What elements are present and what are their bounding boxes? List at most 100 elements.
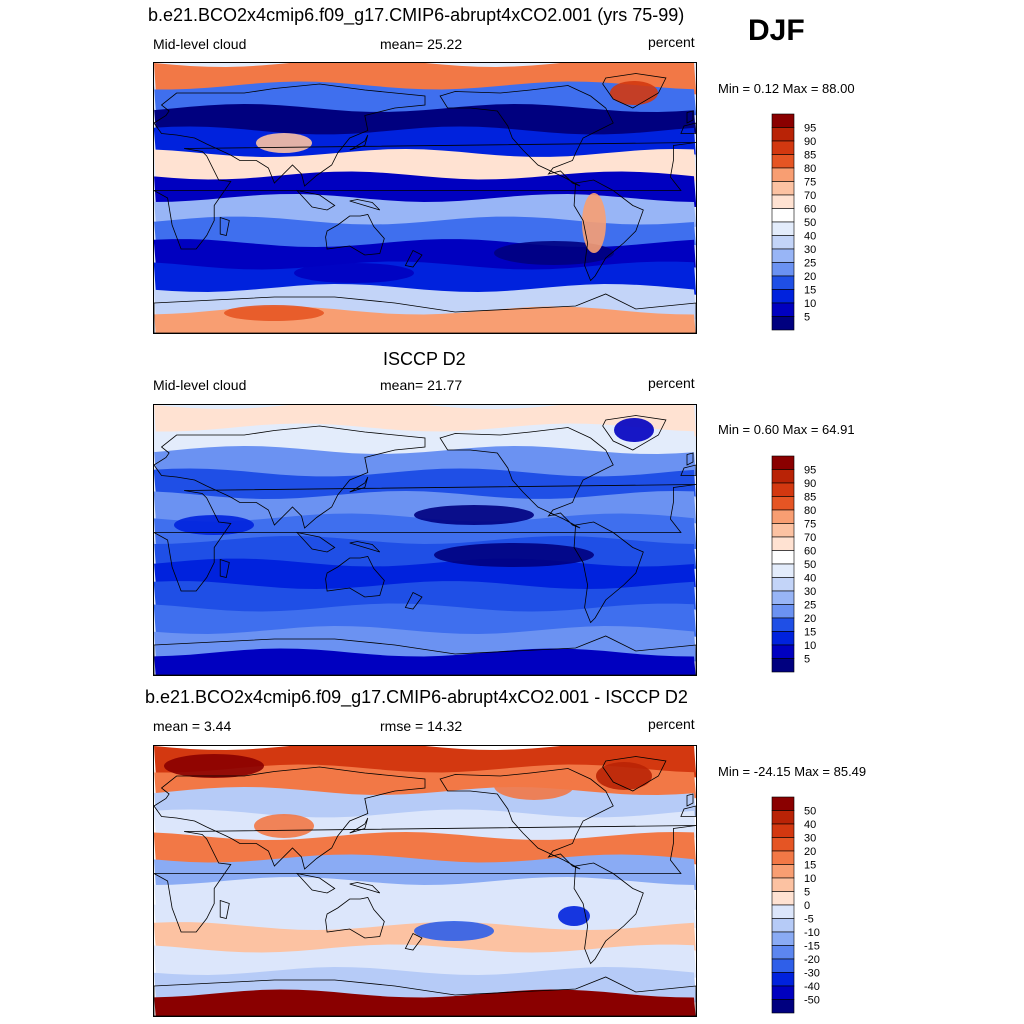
colorbar-box <box>771 631 795 646</box>
colorbar-tick-label: 50 <box>804 559 816 571</box>
coastline <box>295 189 336 211</box>
colorbar-tick-label: -15 <box>804 941 820 953</box>
season-label: DJF <box>748 14 805 47</box>
colorbar-tick-label: 90 <box>804 136 816 148</box>
colorbar-box <box>771 658 795 673</box>
colorbar-box <box>771 509 795 524</box>
panel1-variable-label: Mid-level cloud <box>153 36 247 52</box>
colorbar-box <box>771 302 795 317</box>
colorbar-box <box>771 550 795 565</box>
coastline <box>349 476 369 493</box>
colorbar-box <box>771 999 795 1014</box>
coastline <box>349 541 381 553</box>
coastline <box>154 83 426 187</box>
colorbar-box <box>771 127 795 142</box>
colorbar-box <box>771 523 795 538</box>
colorbar-tick-label: 30 <box>804 833 816 845</box>
colorbar-tick-label: 85 <box>804 492 816 504</box>
field-blob <box>558 906 590 926</box>
coastline <box>154 766 426 870</box>
colorbar-tick-label: 90 <box>804 478 816 490</box>
field-blob <box>614 418 654 442</box>
coastline <box>404 591 423 610</box>
colorbar-box <box>771 590 795 605</box>
field-blob <box>434 543 594 567</box>
field-band <box>154 104 696 140</box>
colorbar-tick-label: 5 <box>804 312 810 324</box>
panel2-units-label: percent <box>648 375 695 391</box>
colorbar-tick-label: 50 <box>804 806 816 818</box>
panel1-minmax: Min = 0.12 Max = 88.00 <box>718 81 855 96</box>
coastline <box>404 249 423 268</box>
colorbar-tick-label: 40 <box>804 573 816 585</box>
coastline <box>602 73 667 109</box>
coastline <box>349 134 369 151</box>
coastline <box>573 862 644 965</box>
colorbar-box <box>771 194 795 209</box>
colorbar-tick-label: 50 <box>804 217 816 229</box>
field-blob <box>414 921 494 941</box>
field-blob <box>174 515 254 535</box>
coastline <box>680 805 696 817</box>
coastline <box>349 199 381 211</box>
colorbar-box <box>771 918 795 933</box>
panel1-title: b.e21.BCO2x4cmip6.f09_g17.CMIP6-abrupt4x… <box>148 5 685 25</box>
colorbar-box <box>771 877 795 892</box>
colorbar-tick-label: 0 <box>804 900 810 912</box>
panel3-minmax: Min = -24.15 Max = 85.49 <box>718 764 867 779</box>
coastline <box>154 484 696 592</box>
colorbar-tick-label: -5 <box>804 914 814 926</box>
colorbar-box <box>771 891 795 906</box>
colorbar-tick-label: 5 <box>804 887 810 899</box>
panel3-mean-label: mean = 3.44 <box>153 718 232 734</box>
coastline <box>349 882 381 894</box>
colorbar-tick-label: 75 <box>804 177 816 189</box>
coastline <box>686 110 694 124</box>
colorbar-box <box>771 850 795 865</box>
panel3-units-label: percent <box>648 716 695 732</box>
panel2-mean-label: mean= 21.77 <box>380 377 463 393</box>
field-blob <box>254 814 314 838</box>
colorbar-tick-label: 20 <box>804 846 816 858</box>
panel3-title: b.e21.BCO2x4cmip6.f09_g17.CMIP6-abrupt4x… <box>145 687 688 707</box>
coastline <box>404 932 423 951</box>
colorbar-box <box>771 275 795 290</box>
coastline <box>325 897 385 939</box>
panel3-map-field <box>154 746 696 1016</box>
colorbar-tick-label: 10 <box>804 298 816 310</box>
field-band <box>154 581 696 617</box>
coastline <box>602 415 667 451</box>
colorbar-tick-label: -10 <box>804 927 820 939</box>
colorbar-box <box>771 810 795 825</box>
field-band <box>154 648 696 675</box>
colorbar-box <box>771 864 795 879</box>
field-band <box>154 899 696 935</box>
colorbar-box <box>771 221 795 236</box>
coastline <box>325 214 385 256</box>
field-band <box>154 446 696 482</box>
coastline <box>295 872 336 894</box>
colorbar-box <box>771 837 795 852</box>
colorbar-box <box>771 455 795 470</box>
colorbar-box <box>771 262 795 277</box>
colorbar-tick-label: 15 <box>804 627 816 639</box>
colorbar-tick-label: 25 <box>804 258 816 270</box>
panel1-map-field <box>154 63 696 333</box>
field-blob <box>610 81 658 105</box>
colorbar-box <box>771 167 795 182</box>
panel1-mean-label: mean= 25.22 <box>380 36 463 52</box>
coastline <box>602 756 667 792</box>
colorbar-tick-label: 20 <box>804 271 816 283</box>
field-blob <box>494 772 574 800</box>
colorbar-box <box>771 617 795 632</box>
colorbar-box <box>771 904 795 919</box>
colorbar-box <box>771 577 795 592</box>
coastline <box>219 899 230 919</box>
coastline <box>439 768 614 870</box>
colorbar-tick-label: -20 <box>804 954 820 966</box>
panel2-variable-label: Mid-level cloud <box>153 377 247 393</box>
colorbar-tick-label: 75 <box>804 519 816 531</box>
colorbar-box <box>771 181 795 196</box>
colorbar-box <box>771 140 795 155</box>
colorbar-tick-label: 10 <box>804 873 816 885</box>
